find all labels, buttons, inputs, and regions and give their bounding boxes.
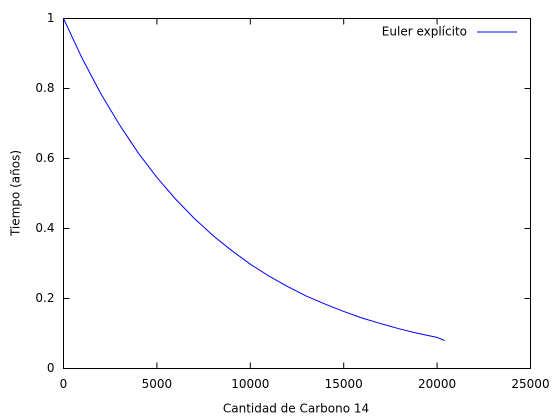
y-tick-label: 0: [47, 361, 55, 375]
x-tick-label: 0: [60, 377, 68, 391]
y-tick-label: 0.8: [35, 81, 54, 95]
y-tick-label: 0.4: [35, 221, 54, 235]
x-tick-label: 15000: [325, 377, 363, 391]
x-tick-label: 25000: [511, 377, 549, 391]
y-tick-label: 1: [47, 11, 55, 25]
x-tick-label: 10000: [231, 377, 269, 391]
y-axis-label: Tiempo (años): [9, 150, 23, 237]
x-tick-label: 20000: [418, 377, 456, 391]
legend-label: Euler explícito: [382, 25, 467, 39]
x-axis-label: Cantidad de Carbono 14: [223, 402, 369, 416]
y-tick-label: 0.6: [35, 151, 54, 165]
y-tick-label: 0.2: [35, 291, 54, 305]
line: [63, 18, 445, 341]
plot-border: [63, 18, 531, 369]
x-tick-label: 5000: [142, 377, 173, 391]
